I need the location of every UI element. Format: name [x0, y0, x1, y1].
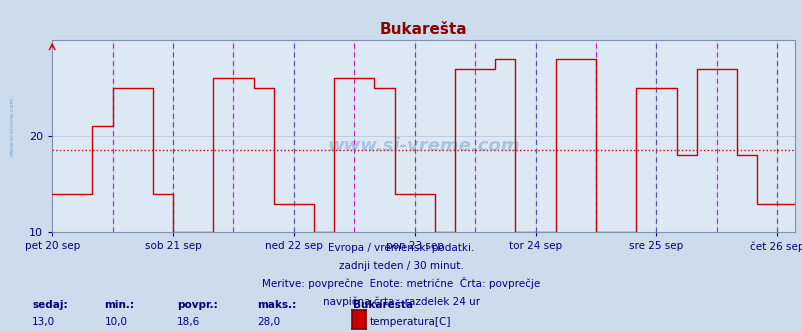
Text: 10,0: 10,0: [104, 317, 128, 327]
Text: www.si-vreme.com: www.si-vreme.com: [327, 137, 519, 155]
Text: 18,6: 18,6: [176, 317, 200, 327]
Title: Bukarešta: Bukarešta: [379, 22, 467, 37]
Text: Meritve: povprečne  Enote: metrične  Črta: povprečje: Meritve: povprečne Enote: metrične Črta:…: [262, 277, 540, 289]
Text: povpr.:: povpr.:: [176, 300, 217, 310]
Text: navpična črta - razdelek 24 ur: navpična črta - razdelek 24 ur: [322, 297, 480, 307]
Text: Evropa / vremenski podatki.: Evropa / vremenski podatki.: [328, 243, 474, 253]
Text: sedaj:: sedaj:: [32, 300, 67, 310]
Text: 28,0: 28,0: [257, 317, 280, 327]
Text: zadnji teden / 30 minut.: zadnji teden / 30 minut.: [338, 261, 464, 271]
Text: www.si-vreme.com: www.si-vreme.com: [10, 96, 14, 156]
Text: min.:: min.:: [104, 300, 134, 310]
Text: Bukarešta: Bukarešta: [353, 300, 413, 310]
Text: temperatura[C]: temperatura[C]: [369, 317, 450, 327]
Text: maks.:: maks.:: [257, 300, 296, 310]
Text: 13,0: 13,0: [32, 317, 55, 327]
